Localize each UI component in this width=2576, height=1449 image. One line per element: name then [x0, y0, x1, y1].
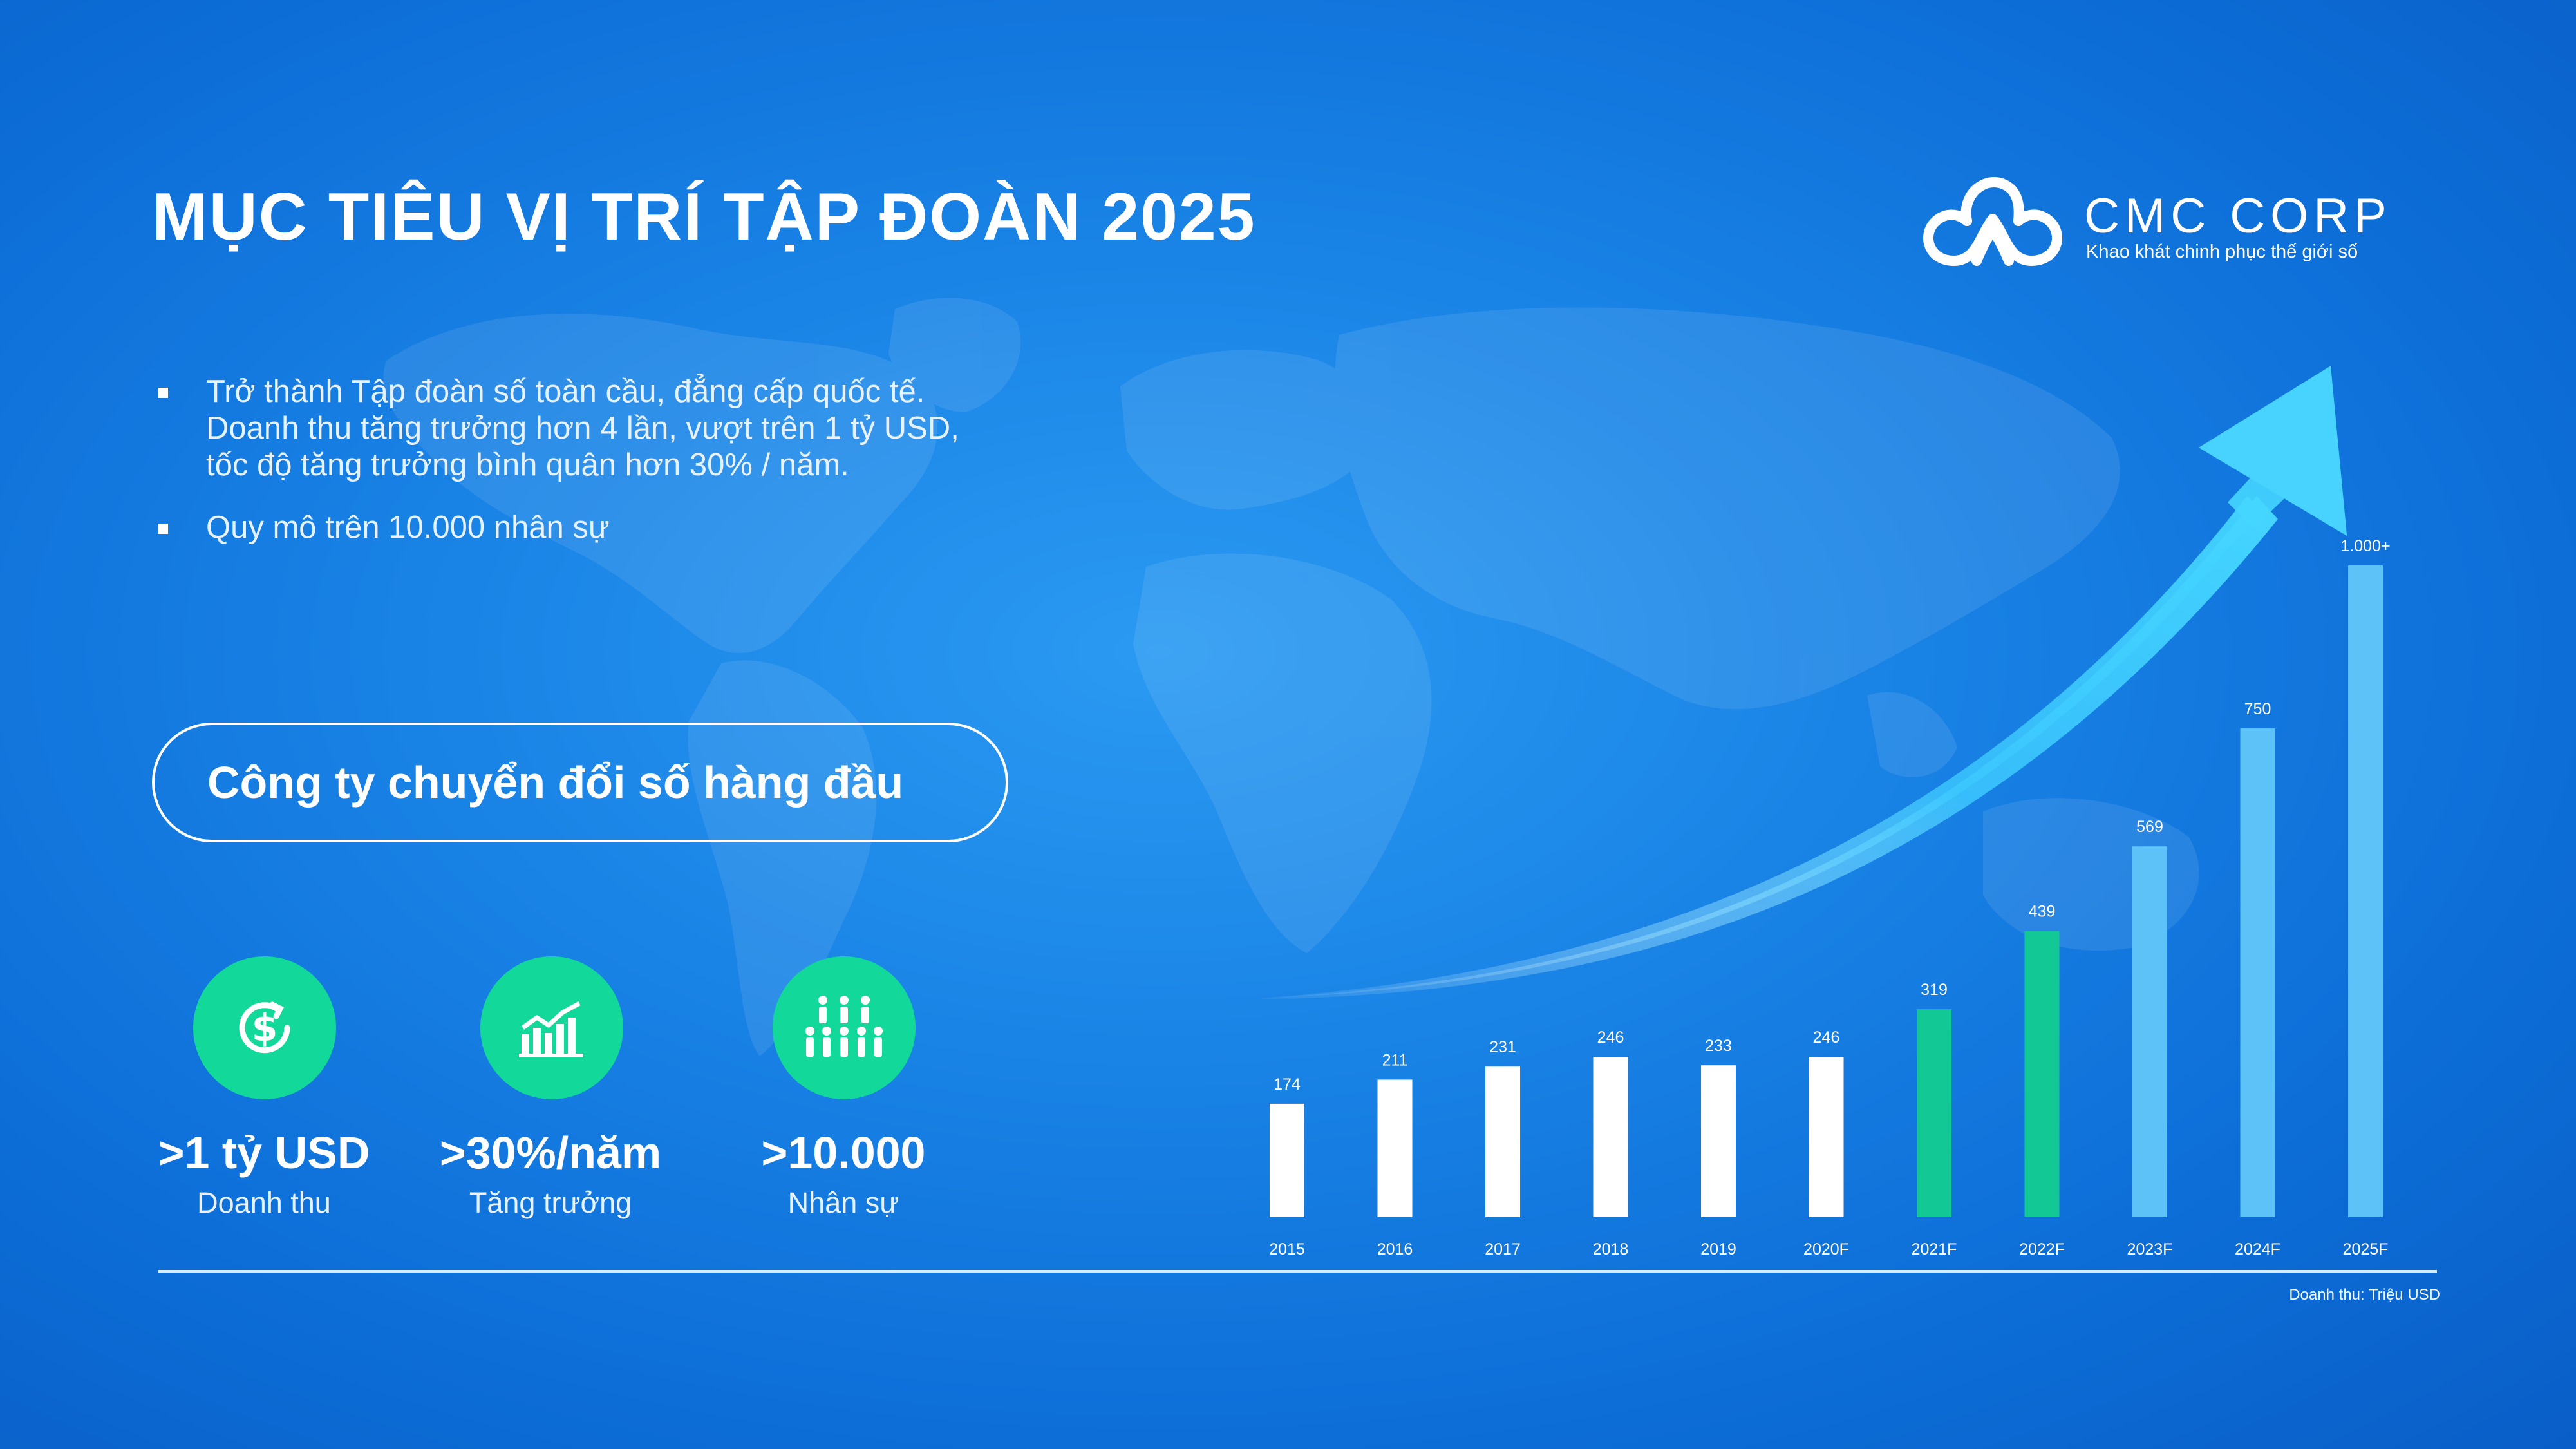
bar-2024F: [2240, 728, 2275, 1217]
bar-2017: [1485, 1066, 1520, 1217]
stat-icon-circle: $: [193, 956, 336, 1099]
bar-value-label: 174: [1274, 1075, 1301, 1094]
stat-icon-circle: [773, 956, 916, 1099]
bar-2018: [1593, 1057, 1628, 1217]
bar-value-label: 1.000+: [2340, 537, 2390, 555]
bar-value-label: 211: [1382, 1051, 1408, 1069]
x-tick-label: 2022F: [2019, 1240, 2065, 1258]
logo-tagline: Khao khát chinh phục thế giới số: [2086, 242, 2358, 262]
bar-value-label: 246: [1813, 1028, 1840, 1046]
bar-value-label: 569: [2136, 818, 2163, 836]
bullet-marker-icon: [158, 388, 168, 398]
bar-value-label: 231: [1489, 1038, 1516, 1056]
logo-name: CMC CORP: [2084, 189, 2392, 243]
x-tick-label: 2024F: [2235, 1240, 2280, 1258]
bar-2016: [1377, 1079, 1413, 1217]
trend-arrow-icon: [1262, 366, 2347, 999]
stat-value: >30%/năm: [439, 1128, 662, 1178]
bar-2019: [1701, 1065, 1736, 1217]
bar-2023F: [2132, 846, 2167, 1217]
cmc-logo-icon: [1923, 177, 2062, 266]
bar-2020F: [1809, 1057, 1844, 1217]
x-tick-label: 2019: [1700, 1240, 1736, 1258]
x-tick-label: 2025F: [2343, 1240, 2389, 1258]
bar-2015: [1270, 1103, 1304, 1217]
stat-icon-circle: [480, 956, 623, 1099]
bar-2025F: [2348, 565, 2383, 1217]
bar-value-label: 750: [2244, 700, 2271, 718]
bar-value-label: 319: [1921, 981, 1948, 999]
x-tick-label: 2023F: [2127, 1240, 2173, 1258]
stat-growth: [480, 956, 623, 1099]
growth-chart-icon: [519, 1001, 583, 1057]
page-title: MỤC TIÊU VỊ TRÍ TẬP ĐOÀN 2025: [152, 180, 1256, 254]
bar-2022F: [2024, 931, 2060, 1217]
bullet-line: tốc độ tăng trưởng bình quân hơn 30% / n…: [206, 448, 849, 482]
stat-label: Nhân sự: [787, 1186, 899, 1219]
x-tick-label: 2017: [1485, 1240, 1521, 1258]
stat-value: >10.000: [761, 1128, 926, 1178]
x-tick-label: 2016: [1377, 1240, 1413, 1258]
x-tick-label: 2020F: [1803, 1240, 1849, 1258]
stat-revenue: $: [193, 956, 336, 1099]
chart-unit-note: Doanh thu: Triệu USD: [2289, 1286, 2440, 1303]
bar-value-label: 233: [1705, 1037, 1732, 1055]
revenue-bar-chart: 174 2015 211 2016 231 2017 246 2018 233 2019 246 20…: [1262, 366, 2391, 1258]
baseline-divider: [158, 1270, 2437, 1273]
bullet-line: Quy mô trên 10.000 nhân sự: [206, 510, 610, 545]
x-tick-label: 2015: [1269, 1240, 1305, 1258]
bullet-item: Quy mô trên 10.000 nhân sự: [158, 509, 1059, 546]
dollar-refresh-icon: $: [239, 1001, 290, 1054]
highlight-pill: Công ty chuyển đổi số hàng đầu: [152, 723, 1008, 842]
stat-staff: [773, 956, 916, 1099]
bullet-line: Trở thành Tập đoàn số toàn cầu, đẳng cấp…: [206, 374, 925, 409]
stat-value: >1 tỷ USD: [158, 1128, 370, 1178]
bullet-marker-icon: [158, 524, 168, 534]
bar-2021F: [1917, 1009, 1951, 1217]
x-tick-label: 2018: [1593, 1240, 1629, 1258]
stat-label: Tăng trưởng: [469, 1186, 632, 1219]
people-group-icon: [805, 996, 883, 1057]
bar-value-label: 246: [1597, 1028, 1624, 1046]
bullet-item: Trở thành Tập đoàn số toàn cầu, đẳng cấp…: [158, 374, 1059, 484]
bar-value-label: 439: [2029, 903, 2056, 921]
svg-text:$: $: [252, 1006, 277, 1050]
bullet-list: Trở thành Tập đoàn số toàn cầu, đẳng cấp…: [158, 374, 1059, 572]
stat-label: Doanh thu: [197, 1186, 331, 1219]
x-tick-label: 2021F: [1912, 1240, 1957, 1258]
bullet-line: Doanh thu tăng trưởng hơn 4 lần, vượt tr…: [206, 411, 959, 446]
